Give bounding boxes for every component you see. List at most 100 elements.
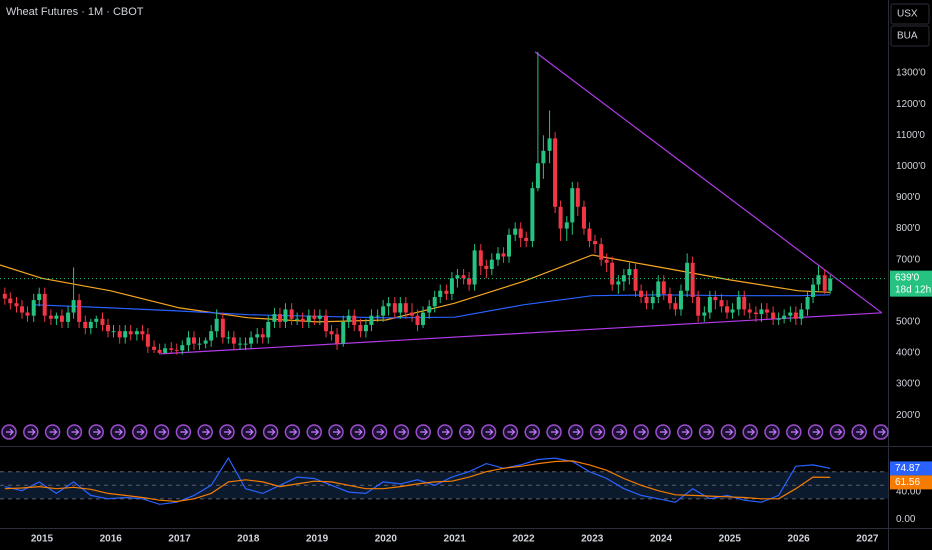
candle-body: [415, 315, 420, 325]
event-icon-glyph: [267, 428, 276, 436]
candle-body: [392, 303, 397, 313]
candle-body: [341, 321, 346, 344]
candle-body: [243, 343, 248, 345]
y-tick-label: 40.00: [896, 487, 921, 498]
candle-body: [209, 331, 214, 341]
event-icon-glyph: [398, 428, 407, 436]
value-label: 61.56: [895, 477, 920, 488]
candle-body: [25, 312, 30, 316]
event-icon-glyph: [180, 428, 189, 436]
candle-body: [37, 293, 42, 301]
candle-body: [66, 312, 71, 322]
candle-body: [381, 306, 386, 316]
candle-body: [713, 296, 718, 301]
candle-body: [335, 334, 340, 344]
candle-body: [214, 318, 219, 332]
x-tick-label: 2025: [719, 534, 742, 545]
candle-body: [324, 315, 329, 332]
candle-body: [518, 228, 523, 238]
event-icon-glyph: [660, 428, 668, 436]
y-tick-label: 0.00: [896, 514, 916, 525]
candle-body: [174, 349, 179, 351]
candle-body: [134, 331, 139, 335]
event-icon-glyph: [93, 428, 102, 436]
candle-body: [541, 150, 546, 164]
candle-body: [484, 265, 489, 269]
candle-body: [736, 296, 741, 310]
event-icon-glyph: [115, 428, 123, 436]
candle-body: [816, 275, 821, 285]
candle-body: [719, 300, 724, 307]
candle-body: [788, 312, 793, 316]
candle-body: [329, 331, 334, 335]
y-tick-label: 300'0: [896, 379, 921, 390]
candle-body: [444, 290, 449, 294]
candle-body: [759, 309, 764, 315]
x-tick-label: 2027: [856, 534, 879, 545]
currency-box[interactable]: [890, 3, 930, 25]
rsi-line: [4, 456, 831, 505]
candle-body: [599, 244, 604, 260]
event-icon-glyph: [158, 428, 167, 436]
candle-body: [117, 331, 122, 338]
candle-body: [71, 300, 76, 313]
candle-body: [317, 315, 322, 319]
event-icon-glyph: [769, 428, 777, 436]
candle-body: [14, 303, 19, 307]
event-icon-glyph: [703, 428, 712, 436]
rsi-line: [4, 460, 831, 503]
candle-body: [105, 324, 110, 332]
event-icon-glyph: [529, 428, 538, 436]
candle-body: [449, 278, 454, 294]
event-icon-glyph: [594, 428, 603, 436]
candle-body: [742, 296, 747, 310]
candle-body: [478, 250, 483, 266]
candle-body: [730, 309, 735, 313]
y-tick-label: 800'0: [896, 223, 921, 234]
candle-body: [266, 321, 271, 338]
candle-body: [295, 318, 300, 320]
event-icon-glyph: [311, 428, 320, 436]
candle-body: [410, 312, 415, 316]
x-tick-label: 2024: [650, 534, 673, 545]
x-tick-label: 2019: [306, 534, 329, 545]
candle-body: [644, 296, 649, 304]
event-icon-glyph: [638, 428, 647, 436]
candle-body: [2, 293, 7, 299]
candle-body: [163, 348, 168, 353]
candle-body: [685, 262, 690, 291]
unit-box[interactable]: [890, 25, 930, 47]
event-icon-glyph: [202, 428, 211, 436]
candle-body: [673, 303, 678, 310]
event-icon-glyph: [376, 428, 385, 436]
candle-body: [747, 309, 752, 313]
candle-body: [249, 337, 254, 344]
x-tick-label: 2022: [512, 534, 535, 545]
candle-body: [604, 259, 609, 263]
candle-body: [346, 315, 351, 322]
y-tick-label: 400'0: [896, 348, 921, 359]
event-icon-glyph: [420, 428, 429, 436]
candle-body: [88, 321, 93, 329]
candle-body: [725, 306, 730, 313]
event-icon-glyph: [812, 428, 821, 436]
moving-average: [35, 294, 831, 319]
candle-body: [564, 222, 569, 229]
candle-body: [828, 278, 833, 291]
candle-body: [375, 315, 380, 317]
event-icon-glyph: [572, 428, 581, 436]
candle-body: [771, 312, 776, 319]
candle-body: [507, 234, 512, 257]
event-icon-glyph: [551, 428, 559, 436]
candle-body: [650, 296, 655, 304]
value-label-box: [890, 461, 932, 476]
candle-body: [128, 331, 133, 335]
candle-body: [191, 337, 196, 344]
candle-body: [656, 281, 661, 297]
candle-body: [59, 315, 64, 322]
event-icon-glyph: [354, 428, 363, 436]
x-tick-label: 2026: [787, 534, 810, 545]
event-icon-glyph: [856, 428, 865, 436]
